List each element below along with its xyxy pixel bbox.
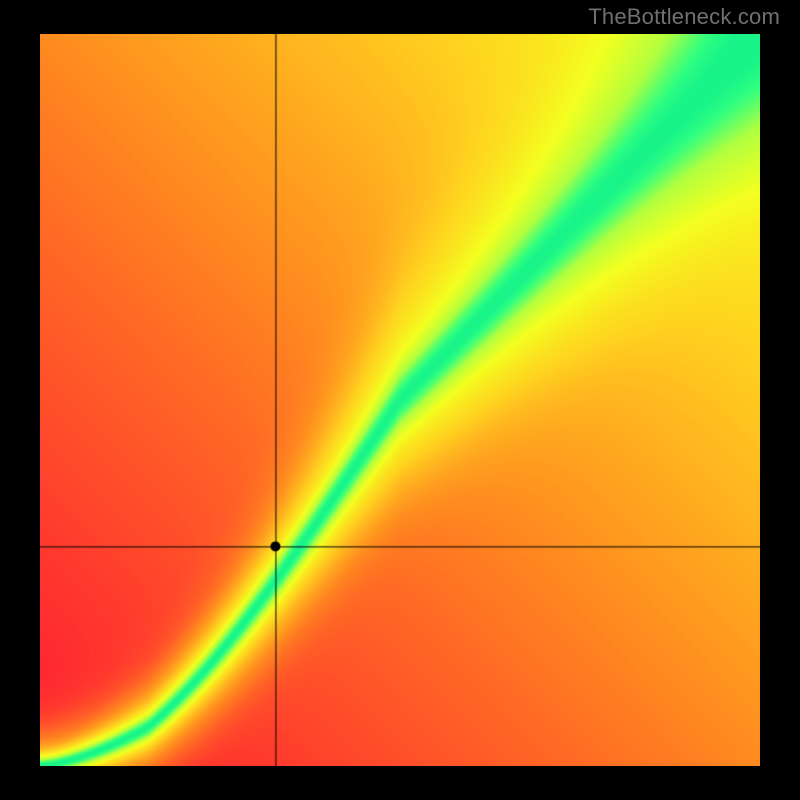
watermark-text: TheBottleneck.com — [588, 4, 780, 30]
chart-frame: TheBottleneck.com — [0, 0, 800, 800]
heatmap-canvas — [40, 34, 760, 766]
